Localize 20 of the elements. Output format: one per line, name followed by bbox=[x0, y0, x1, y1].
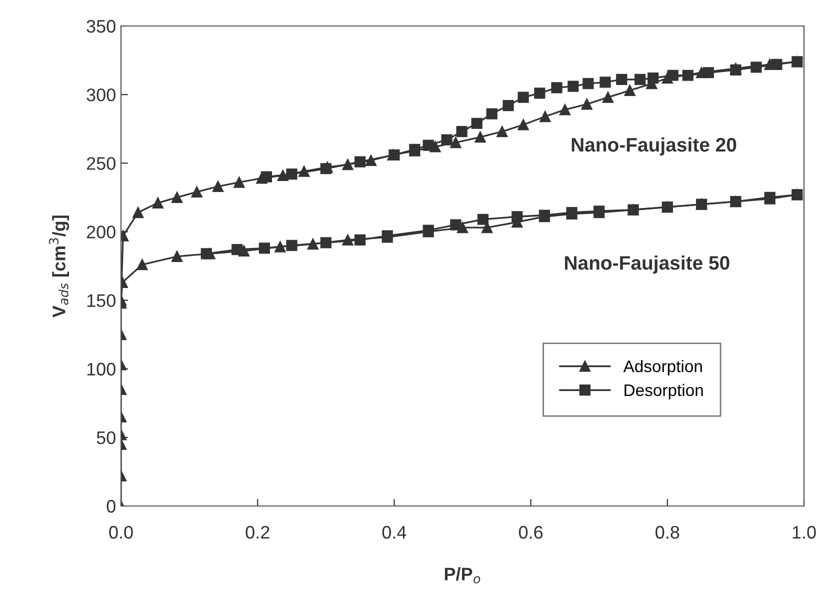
y-tick-label: 300 bbox=[86, 88, 116, 102]
x-tick-label: 0.2 bbox=[246, 526, 270, 539]
y-axis-title: V$_{ads}$ [cm$^{3}$/g] bbox=[48, 216, 70, 318]
annotation: Nano-Faujasite 50 bbox=[565, 255, 730, 274]
x-tick-label: 0.6 bbox=[518, 526, 543, 539]
annotation: Nano-Faujasite 20 bbox=[572, 137, 736, 156]
x-tick-label: 1.0 bbox=[792, 526, 816, 539]
y-tick-label: 200 bbox=[86, 226, 116, 238]
y-tick-label: 350 bbox=[86, 20, 116, 33]
x-tick-label: 0.0 bbox=[109, 526, 133, 539]
legend-label: Adsorption bbox=[623, 360, 702, 376]
y-tick-label: 100 bbox=[87, 362, 116, 376]
y-tick-label: 150 bbox=[87, 294, 116, 308]
y-tick-label: 250 bbox=[86, 157, 116, 170]
y-tick-label: 50 bbox=[96, 431, 116, 444]
x-axis-title: P/P$_{o}$ bbox=[444, 567, 480, 584]
legend-label: Desorption bbox=[624, 384, 703, 400]
x-tick-label: 0.8 bbox=[656, 526, 680, 539]
x-tick-label: 0.4 bbox=[382, 526, 406, 539]
y-tick-label: 0 bbox=[106, 500, 116, 513]
